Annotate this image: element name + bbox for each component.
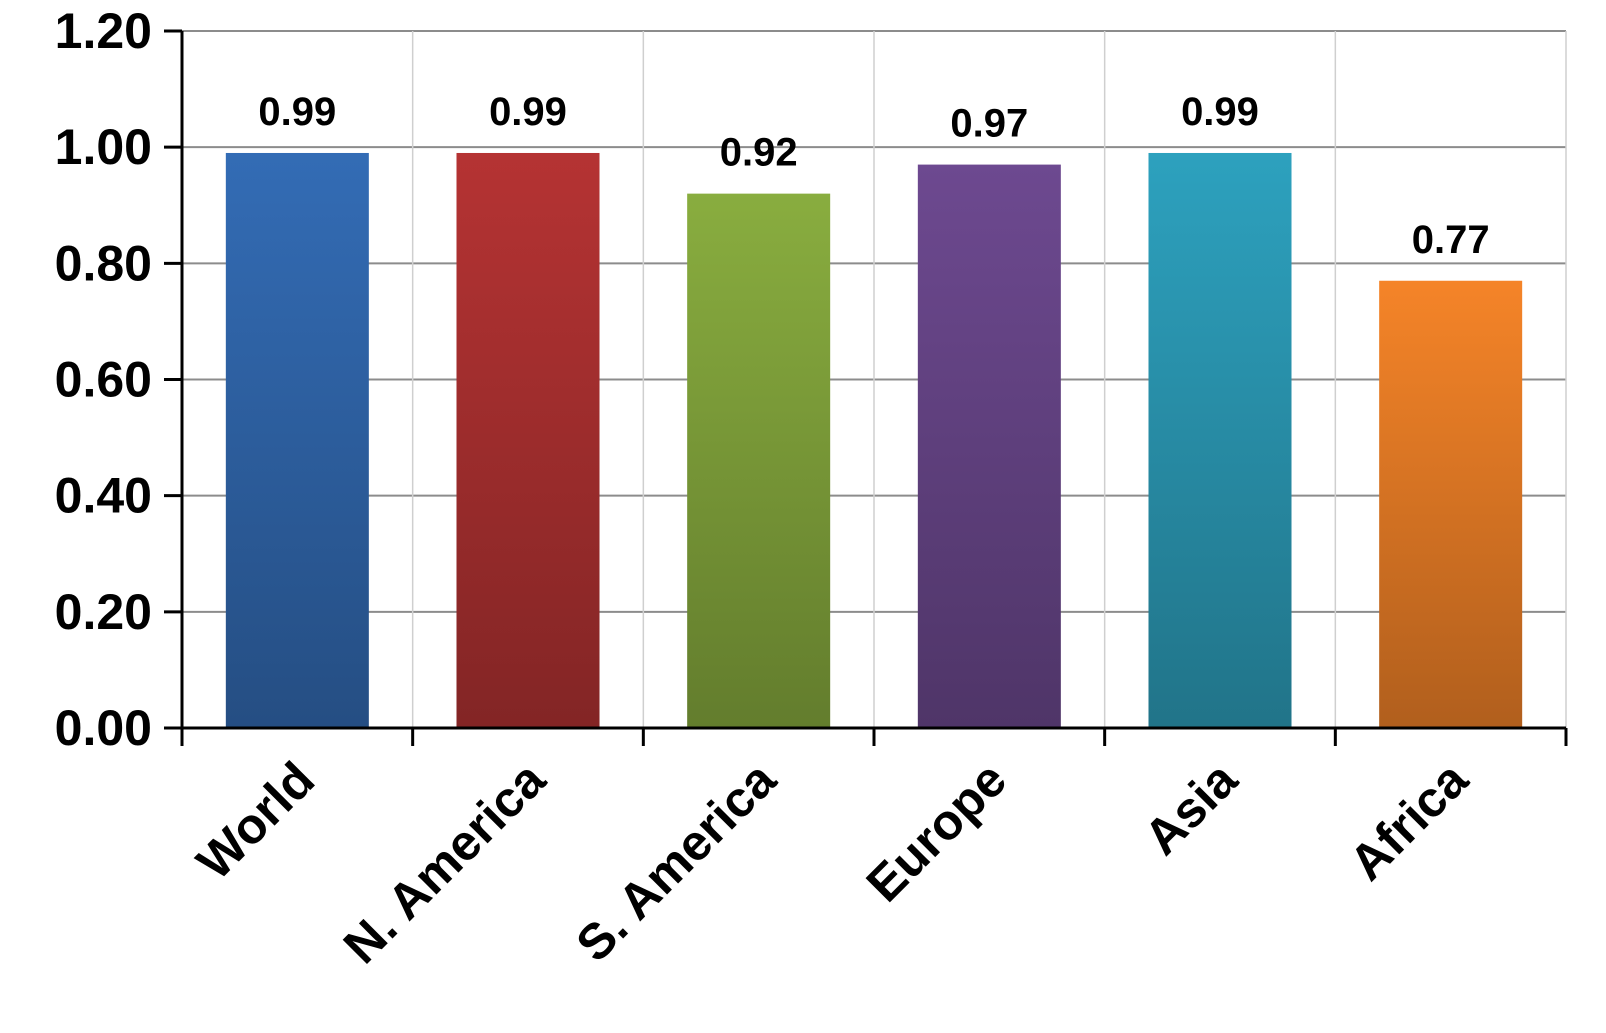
bar-africa — [1379, 280, 1523, 728]
category-label: Europe — [856, 751, 1017, 912]
data-label: 0.97 — [950, 102, 1028, 146]
category-label: Asia — [1133, 750, 1248, 865]
category-label: World — [186, 751, 325, 890]
y-tick-label: 0.80 — [55, 235, 152, 291]
y-tick-label: 1.00 — [55, 119, 152, 175]
category-labels: World N. America S. America Europe Asia Afric… — [186, 750, 1479, 974]
data-label: 0.77 — [1412, 218, 1490, 262]
data-label: 0.99 — [1181, 90, 1259, 134]
y-tick-labels: 0.00 0.20 0.40 0.60 0.80 1.00 1.20 — [55, 3, 152, 756]
data-label: 0.92 — [720, 131, 798, 175]
gridlines — [182, 30, 1567, 728]
bar-n-america — [456, 152, 600, 729]
y-tick-label: 0.60 — [55, 352, 152, 408]
bar-s-america — [687, 193, 831, 729]
bars — [225, 152, 1523, 729]
bar-asia — [1148, 152, 1292, 729]
y-tick-label: 0.20 — [55, 584, 152, 640]
axes — [164, 29, 1568, 746]
bar-europe — [917, 164, 1061, 728]
data-labels: 0.99 0.99 0.92 0.97 0.99 0.77 — [258, 90, 1489, 262]
y-tick-label: 0.00 — [55, 700, 152, 756]
data-label: 0.99 — [258, 90, 336, 134]
y-tick-label: 0.40 — [55, 468, 152, 524]
bar-world — [225, 152, 369, 729]
y-tick-label: 1.20 — [55, 3, 152, 59]
category-label: Africa — [1339, 750, 1480, 891]
category-label: S. America — [565, 750, 787, 972]
category-label: N. America — [333, 750, 557, 974]
data-label: 0.99 — [489, 90, 567, 134]
